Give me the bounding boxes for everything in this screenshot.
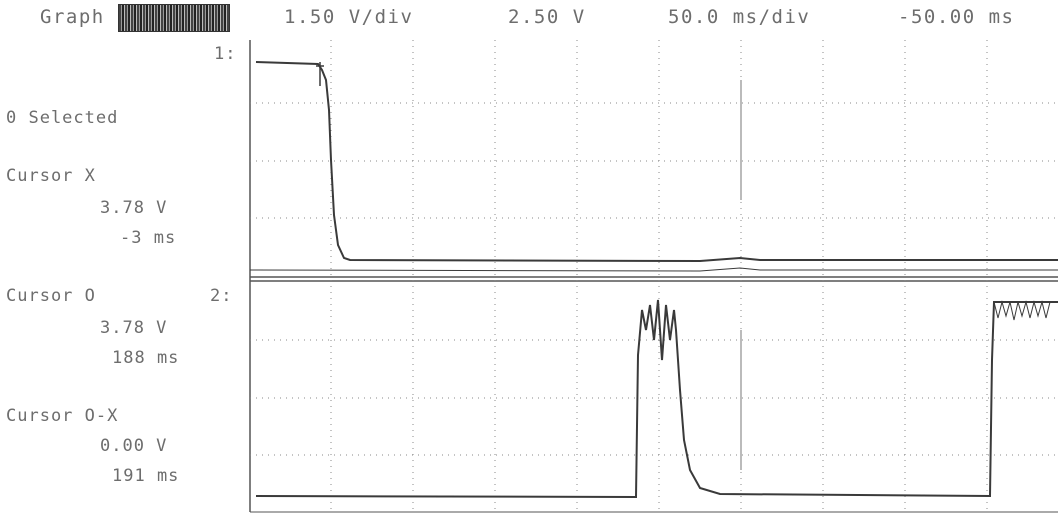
channel-2-label: 2: bbox=[210, 286, 233, 306]
channel-1-trace bbox=[255, 61, 1058, 263]
graticule bbox=[250, 40, 1058, 512]
selected-status: 0 Selected bbox=[6, 108, 119, 128]
time-per-div: 50.0 ms/div bbox=[668, 6, 811, 28]
channel-1-trace-echo bbox=[249, 267, 1058, 272]
channel-2-burst bbox=[993, 300, 1051, 321]
channel-1-label: 1: bbox=[214, 44, 237, 64]
cursor-ox-voltage: 0.00 V bbox=[100, 436, 168, 456]
volts-per-div: 1.50 V/div bbox=[284, 6, 414, 28]
graph-label[interactable]: Graph bbox=[40, 6, 105, 28]
offset-voltage: 2.50 V bbox=[508, 6, 586, 28]
scope-frame bbox=[249, 40, 1058, 513]
cursor-o-title[interactable]: Cursor O bbox=[6, 286, 96, 306]
trigger-delay: -50.00 ms bbox=[898, 6, 1015, 28]
cursor-ox-time: 191 ms bbox=[112, 466, 180, 486]
cursor-x-marker[interactable] bbox=[316, 62, 324, 86]
channel-2-trace bbox=[255, 299, 1058, 499]
cursor-ox-title[interactable]: Cursor O-X bbox=[6, 406, 119, 426]
cursor-o-time: 188 ms bbox=[112, 348, 180, 368]
cursor-o-voltage: 3.78 V bbox=[100, 318, 168, 338]
graph-mode-badge[interactable] bbox=[118, 4, 230, 32]
cursor-x-time: -3 ms bbox=[120, 228, 177, 248]
cursor-x-title[interactable]: Cursor X bbox=[6, 166, 96, 186]
cursor-x-voltage: 3.78 V bbox=[100, 198, 168, 218]
